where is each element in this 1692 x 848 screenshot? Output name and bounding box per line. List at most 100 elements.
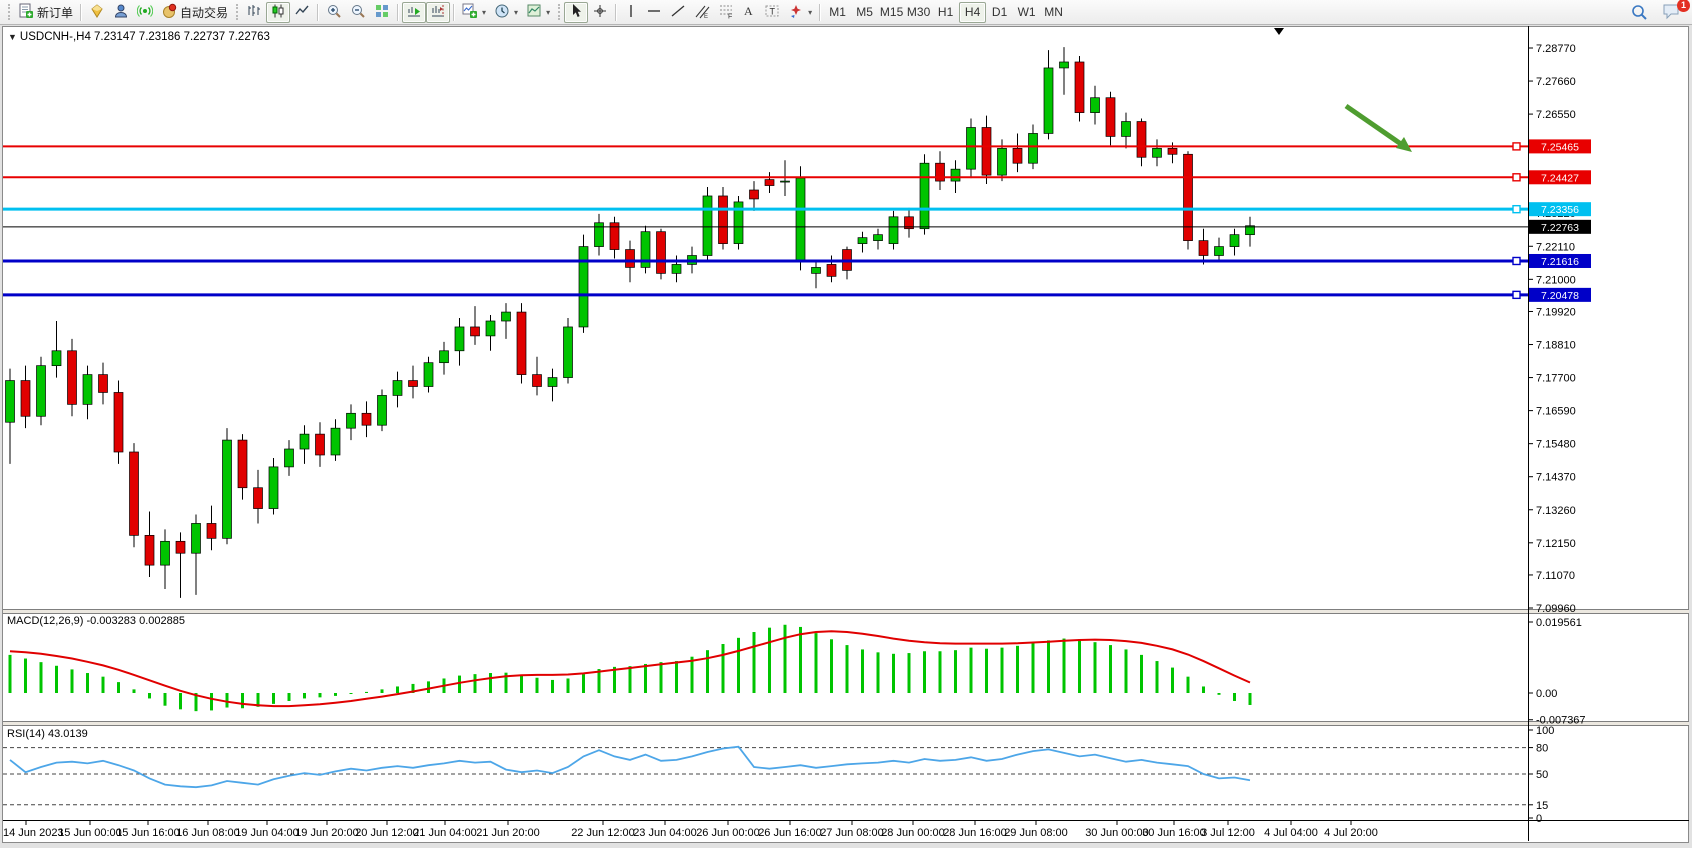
svg-text:19 Jun 20:00: 19 Jun 20:00 [295,827,359,839]
rsi-indicator-label: RSI(14) 43.0139 [7,728,88,740]
line-chart-button[interactable] [290,2,314,23]
zoom-in-icon [326,3,342,22]
svg-text:50: 50 [1536,769,1548,781]
tab-timeframe-h4[interactable]: H4 [959,1,987,23]
svg-text:7.15480: 7.15480 [1536,439,1576,451]
svg-text:100: 100 [1536,725,1554,737]
metaeditor-button[interactable] [109,2,133,23]
vertical-line-icon [626,3,636,22]
toolbar-grip [236,4,239,20]
templates-button[interactable]: ▾ [522,2,554,23]
bar-chart-button[interactable] [242,2,266,23]
svg-text:7.28770: 7.28770 [1536,43,1576,55]
mql5-crystal-icon [89,3,105,22]
chevron-down-icon: ▾ [546,7,551,17]
signals-icon [136,3,154,22]
tab-timeframe-w1[interactable]: W1 [1013,2,1040,23]
svg-text:29 Jun 08:00: 29 Jun 08:00 [1004,827,1068,839]
tab-timeframe-m1[interactable]: M1 [824,2,851,23]
svg-text:7.22110: 7.22110 [1536,241,1575,253]
symbol-info-line: ▼ USDCNH-,H4 7.23147 7.23186 7.22737 7.22… [8,31,270,43]
bar-chart-icon [246,3,262,22]
text-button[interactable]: A [738,2,760,23]
new-order-label: 新订单 [37,5,74,20]
zoom-in-button[interactable] [322,2,346,23]
tab-timeframe-h1[interactable]: H1 [932,2,959,23]
svg-text:15 Jun 16:00: 15 Jun 16:00 [116,827,180,839]
svg-text:21 Jun 20:00: 21 Jun 20:00 [476,827,540,839]
svg-text:F: F [728,13,732,19]
tab-timeframe-d1[interactable]: D1 [986,2,1013,23]
indicators-icon [462,3,478,22]
symbol-ohlc-text: USDCNH-,H4 7.23147 7.23186 7.22737 7.227… [19,31,270,43]
mql5-market-button[interactable] [85,2,109,23]
macd-indicator-label: MACD(12,26,9) -0.003283 0.002885 [7,615,185,627]
svg-text:7.14370: 7.14370 [1536,472,1576,484]
svg-text:7.12150: 7.12150 [1536,538,1576,550]
one-click-trading-collapse-icon[interactable]: ▼ [8,32,17,42]
svg-text:16 Jun 08:00: 16 Jun 08:00 [176,827,240,839]
toolbar-separator [615,3,618,21]
cursor-button[interactable] [564,1,589,23]
shapes-button[interactable]: ▾ [784,2,816,23]
toolbar-separator [80,3,83,21]
crosshair-icon [592,3,608,22]
signals-button[interactable] [133,2,157,23]
svg-text:0.00: 0.00 [1536,688,1557,700]
zoom-out-icon [350,3,366,22]
svg-text:30 Jun 00:00: 30 Jun 00:00 [1085,827,1149,839]
svg-text:7.19920: 7.19920 [1536,306,1576,318]
svg-text:7.23356: 7.23356 [1541,204,1579,216]
svg-text:T: T [770,6,776,16]
auto-trading-label: 自动交易 [180,5,229,20]
fibonacci-icon: F [718,3,734,22]
equidistant-channel-button[interactable]: E [690,2,714,23]
zoom-out-button[interactable] [346,2,370,23]
vertical-line-button[interactable] [620,2,642,23]
fibonacci-button[interactable]: F [714,2,738,23]
tab-timeframe-m15[interactable]: M15 [878,2,905,23]
toolbar-separator [397,3,400,21]
svg-text:26 Jun 16:00: 26 Jun 16:00 [758,827,822,839]
cursor-icon [568,3,584,22]
chevron-down-icon: ▾ [482,7,487,17]
periods-button[interactable]: ▾ [490,2,522,23]
auto-scroll-button[interactable] [402,1,427,23]
periods-icon [494,3,510,22]
tab-timeframe-m30[interactable]: M30 [905,2,932,23]
svg-text:0.019561: 0.019561 [1536,617,1582,629]
chart-shift-button[interactable] [426,1,451,23]
tab-timeframe-m5[interactable]: M5 [851,2,878,23]
candlestick-chart-button[interactable] [266,1,291,23]
indicators-button[interactable]: ▾ [458,2,490,23]
svg-text:7.25465: 7.25465 [1541,141,1579,153]
tab-timeframe-mn[interactable]: MN [1040,2,1067,23]
svg-text:23 Jun 04:00: 23 Jun 04:00 [633,827,697,839]
auto-trading-icon [161,3,177,22]
auto-trading-button[interactable]: 自动交易 [157,2,232,23]
templates-icon [526,3,542,22]
new-order-button[interactable]: 新订单 [14,2,77,23]
svg-text:7.18810: 7.18810 [1536,340,1576,352]
search-button[interactable] [1626,3,1652,24]
svg-text:7.27660: 7.27660 [1536,76,1576,88]
svg-text:7.16590: 7.16590 [1536,406,1576,418]
tile-windows-icon [374,3,390,22]
horizontal-line-button[interactable] [642,2,666,23]
text-label-button[interactable]: T [760,2,784,23]
svg-text:14 Jun 2023: 14 Jun 2023 [3,827,64,839]
trendline-button[interactable] [666,2,690,23]
toolbar-separator [453,3,456,21]
svg-text:0: 0 [1536,813,1542,825]
svg-text:7.24427: 7.24427 [1541,172,1579,184]
svg-text:3 Jul 12:00: 3 Jul 12:00 [1201,827,1255,839]
tile-windows-button[interactable] [370,2,394,23]
svg-text:4 Jul 04:00: 4 Jul 04:00 [1264,827,1318,839]
crosshair-button[interactable] [588,2,612,23]
svg-text:E: E [704,14,708,19]
svg-text:22 Jun 12:00: 22 Jun 12:00 [571,827,635,839]
equidistant-channel-icon: E [694,3,710,22]
svg-text:4 Jul 20:00: 4 Jul 20:00 [1324,827,1378,839]
svg-text:7.13260: 7.13260 [1536,505,1576,517]
